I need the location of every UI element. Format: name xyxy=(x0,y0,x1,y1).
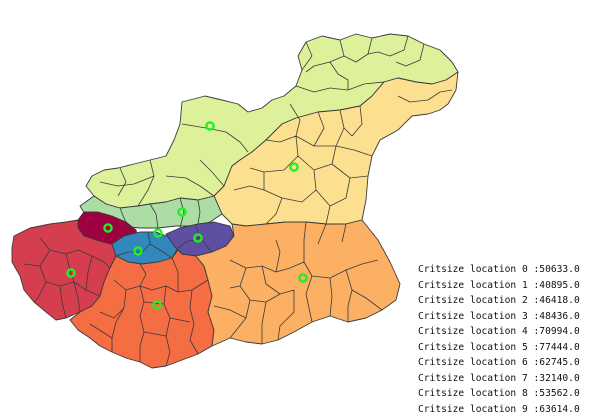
legend-line-0: Critsize location 0 :50633.0 xyxy=(418,262,598,278)
legend-line-1: Critsize location 1 :40895.0 xyxy=(418,278,598,294)
legend-line-9: Critsize location 9 :63614.0 xyxy=(418,402,598,417)
legend-line-6: Critsize location 6 :62745.0 xyxy=(418,355,598,371)
legend-line-5: Critsize location 5 :77444.0 xyxy=(418,340,598,356)
legend-line-7: Critsize location 7 :32140.0 xyxy=(418,371,598,387)
legend-line-8: Critsize location 8 :53562.0 xyxy=(418,386,598,402)
legend-line-4: Critsize location 4 :70994.0 xyxy=(418,324,598,340)
legend-line-2: Critsize location 2 :46418.0 xyxy=(418,293,598,309)
legend-line-3: Critsize location 3 :48436.0 xyxy=(418,309,598,325)
critsize-legend: Critsize location 0 :50633.0 Critsize lo… xyxy=(418,262,598,417)
